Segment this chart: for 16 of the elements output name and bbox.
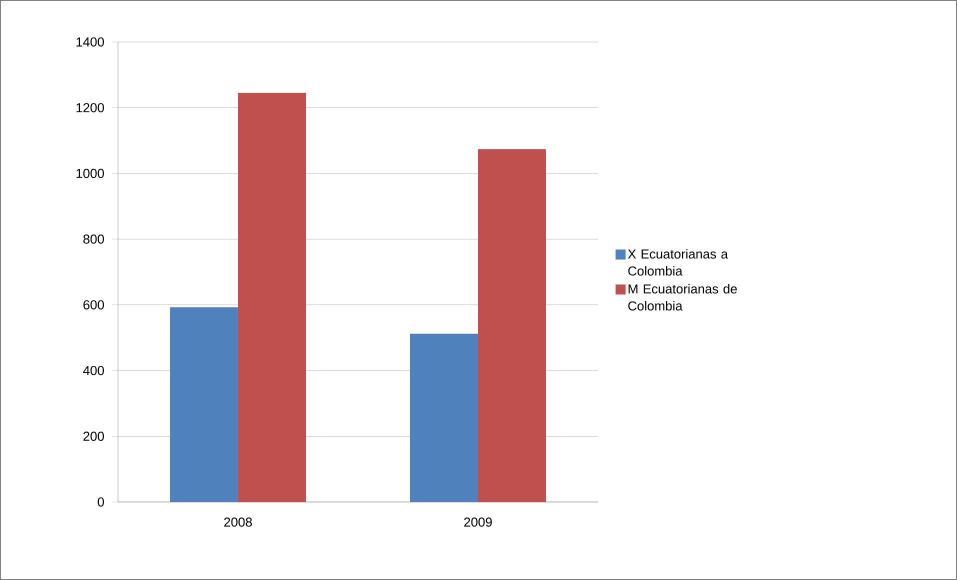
y-tick-label: 200: [83, 432, 104, 441]
bar: [410, 334, 478, 502]
y-tick-label: 1000: [76, 168, 104, 178]
bar: [170, 307, 238, 502]
y-tick-label: 600: [83, 300, 104, 310]
bar: [238, 92, 306, 502]
bar: [478, 149, 546, 502]
y-tick-label: 800: [83, 234, 104, 244]
y-tick-label: 0: [98, 497, 104, 507]
x-tick-label: 2008: [224, 518, 252, 527]
y-tick-label: 1200: [76, 103, 104, 112]
y-tick-label: 1400: [76, 37, 104, 47]
x-tick-label: 2009: [464, 518, 492, 527]
legend-label: M Ecuatorianas de Colombia: [628, 284, 737, 311]
legend-label: X Ecuatorianas a Colombia: [628, 249, 728, 276]
y-tick-label: 400: [83, 366, 104, 376]
